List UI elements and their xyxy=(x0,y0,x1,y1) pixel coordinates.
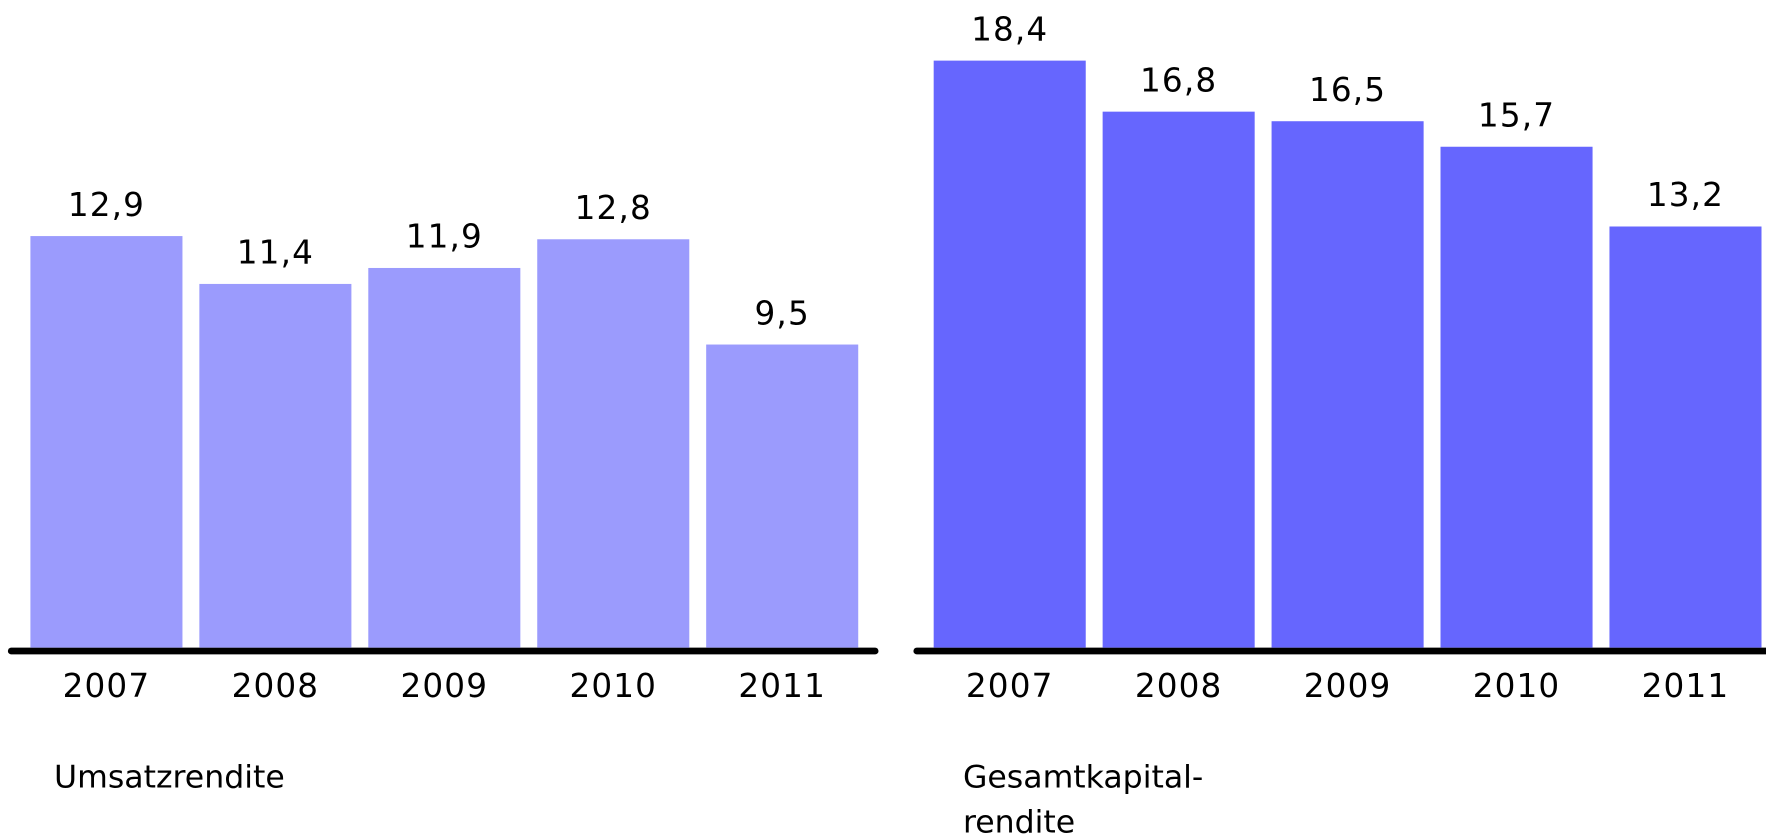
bar xyxy=(706,344,859,648)
bar xyxy=(537,239,690,648)
data-label: 16,8 xyxy=(1140,61,1217,99)
bar xyxy=(368,267,521,648)
x-tick-label: 2010 xyxy=(569,667,657,705)
data-label: 9,5 xyxy=(755,294,810,332)
x-tick-label: 2007 xyxy=(63,667,151,705)
bar xyxy=(199,283,352,648)
x-tick-label: 2009 xyxy=(1304,667,1392,705)
x-tick-label: 2007 xyxy=(966,667,1054,705)
chart-title: Gesamtkapital- rendite xyxy=(962,757,1204,840)
data-label: 12,9 xyxy=(68,186,145,224)
x-tick-label: 2011 xyxy=(1642,667,1730,705)
data-label: 16,5 xyxy=(1309,71,1386,109)
x-tick-label: 2008 xyxy=(1135,667,1223,705)
x-tick-label: 2011 xyxy=(738,667,826,705)
bar xyxy=(1271,121,1424,648)
x-tick-label: 2008 xyxy=(232,667,320,705)
bar xyxy=(1609,226,1762,648)
bar xyxy=(1102,111,1255,648)
bar xyxy=(933,60,1086,648)
x-tick-label: 2010 xyxy=(1473,667,1561,705)
x-tick-label: 2009 xyxy=(401,667,489,705)
data-label: 12,8 xyxy=(575,189,652,227)
chart-title: Umsatzrendite xyxy=(54,757,285,796)
bar xyxy=(30,236,183,648)
data-label: 15,7 xyxy=(1478,96,1555,134)
data-label: 11,4 xyxy=(237,234,314,272)
data-label: 13,2 xyxy=(1647,176,1724,214)
bar xyxy=(1440,146,1593,648)
data-label: 18,4 xyxy=(971,10,1048,48)
data-label: 11,9 xyxy=(406,218,483,256)
